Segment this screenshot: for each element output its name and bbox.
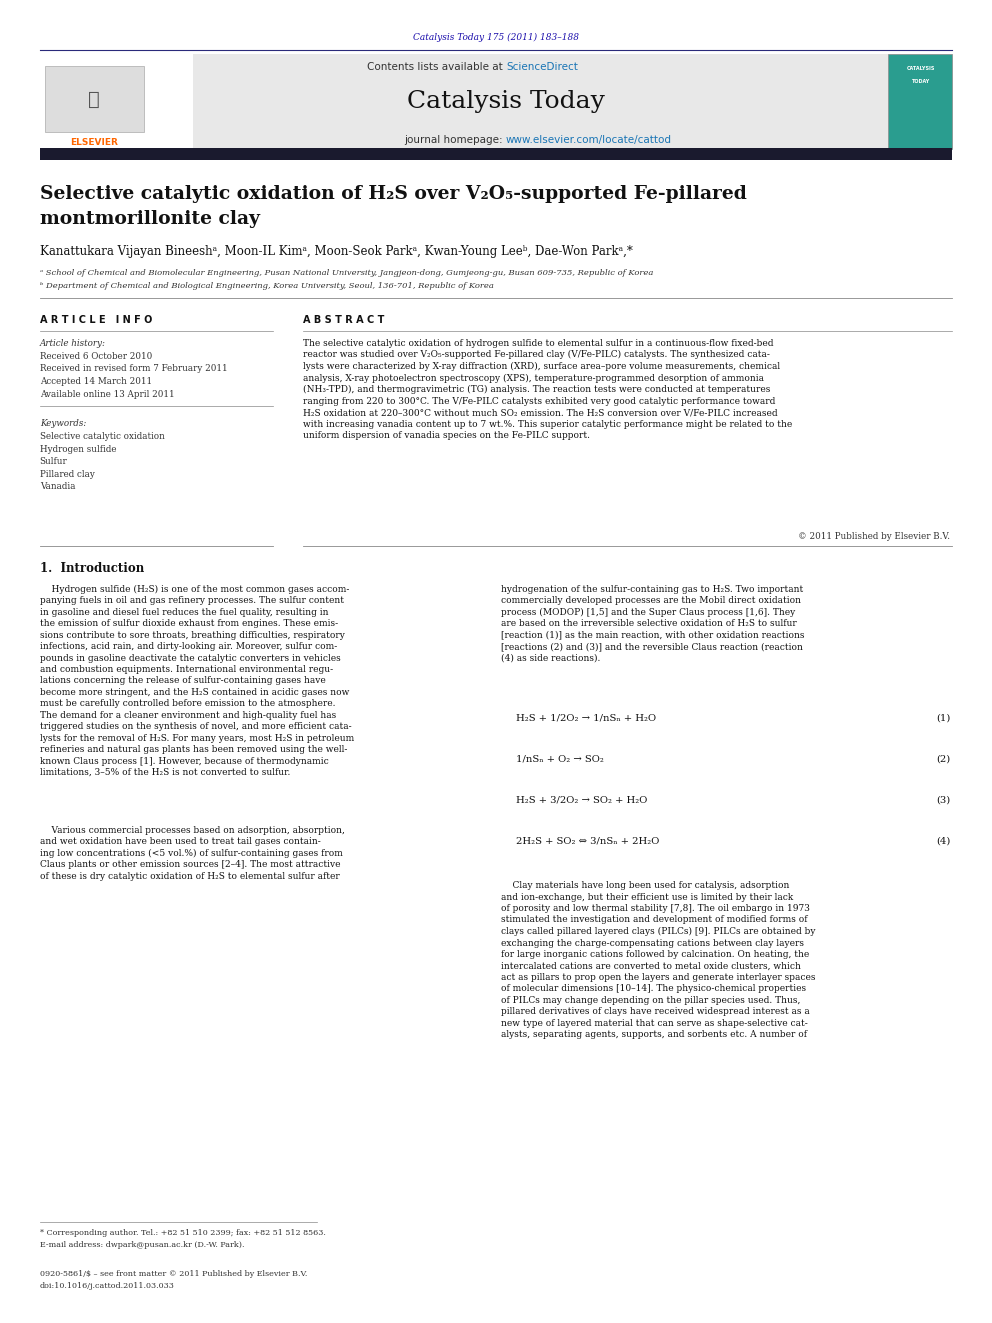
- Text: doi:10.1016/j.cattod.2011.03.033: doi:10.1016/j.cattod.2011.03.033: [40, 1282, 175, 1290]
- Bar: [40, 54, 193, 149]
- Text: © 2011 Published by Elsevier B.V.: © 2011 Published by Elsevier B.V.: [799, 532, 950, 541]
- Bar: [40, 54, 888, 149]
- Text: 1.  Introduction: 1. Introduction: [40, 562, 144, 576]
- Text: A B S T R A C T: A B S T R A C T: [303, 315, 384, 325]
- Text: Accepted 14 March 2011: Accepted 14 March 2011: [40, 377, 152, 386]
- Text: 🌲: 🌲: [88, 90, 100, 108]
- Text: H₂S + 1/2O₂ → 1/nSₙ + H₂O: H₂S + 1/2O₂ → 1/nSₙ + H₂O: [516, 713, 656, 722]
- Text: Contents lists available at: Contents lists available at: [367, 62, 506, 73]
- Text: Clay materials have long been used for catalysis, adsorption
and ion-exchange, b: Clay materials have long been used for c…: [501, 881, 815, 1039]
- Text: (1): (1): [936, 713, 950, 722]
- Text: * Corresponding author. Tel.: +82 51 510 2399; fax: +82 51 512 8563.: * Corresponding author. Tel.: +82 51 510…: [40, 1229, 325, 1237]
- Text: ᵃ School of Chemical and Biomolecular Engineering, Pusan National University, Ja: ᵃ School of Chemical and Biomolecular En…: [40, 269, 653, 277]
- Text: Selective catalytic oxidation: Selective catalytic oxidation: [40, 431, 165, 441]
- Text: (3): (3): [936, 795, 950, 804]
- Text: ScienceDirect: ScienceDirect: [506, 62, 577, 73]
- Text: Kanattukara Vijayan Bineeshᵃ, Moon-IL Kimᵃ, Moon-Seok Parkᵃ, Kwan-Young Leeᵇ, Da: Kanattukara Vijayan Bineeshᵃ, Moon-IL Ki…: [40, 245, 633, 258]
- Text: TODAY: TODAY: [912, 79, 930, 85]
- Text: 2H₂S + SO₂ ⇔ 3/nSₙ + 2H₂O: 2H₂S + SO₂ ⇔ 3/nSₙ + 2H₂O: [516, 836, 660, 845]
- Text: Hydrogen sulfide: Hydrogen sulfide: [40, 445, 116, 454]
- Text: ELSEVIER: ELSEVIER: [70, 138, 118, 147]
- Text: Keywords:: Keywords:: [40, 419, 86, 429]
- Text: montmorillonite clay: montmorillonite clay: [40, 210, 260, 229]
- Text: Hydrogen sulfide (H₂S) is one of the most common gases accom-
panying fuels in o: Hydrogen sulfide (H₂S) is one of the mos…: [40, 585, 354, 777]
- Bar: [45, 66, 144, 132]
- Text: 0920-5861/$ – see front matter © 2011 Published by Elsevier B.V.: 0920-5861/$ – see front matter © 2011 Pu…: [40, 1270, 308, 1278]
- Text: H₂S + 3/2O₂ → SO₂ + H₂O: H₂S + 3/2O₂ → SO₂ + H₂O: [516, 795, 647, 804]
- Text: (2): (2): [936, 754, 950, 763]
- Text: Received in revised form 7 February 2011: Received in revised form 7 February 2011: [40, 364, 227, 373]
- Text: Selective catalytic oxidation of H₂S over V₂O₅-supported Fe-pillared: Selective catalytic oxidation of H₂S ove…: [40, 185, 747, 204]
- Bar: [888, 54, 952, 149]
- Text: Sulfur: Sulfur: [40, 456, 67, 466]
- Text: Available online 13 April 2011: Available online 13 April 2011: [40, 389, 175, 398]
- Text: Catalysis Today 175 (2011) 183–188: Catalysis Today 175 (2011) 183–188: [413, 33, 579, 42]
- Text: Article history:: Article history:: [40, 339, 106, 348]
- Text: (4): (4): [936, 836, 950, 845]
- Text: A R T I C L E   I N F O: A R T I C L E I N F O: [40, 315, 152, 325]
- Text: E-mail address: dwpark@pusan.ac.kr (D.-W. Park).: E-mail address: dwpark@pusan.ac.kr (D.-W…: [40, 1241, 244, 1249]
- Text: ᵇ Department of Chemical and Biological Engineering, Korea University, Seoul, 13: ᵇ Department of Chemical and Biological …: [40, 282, 494, 290]
- Text: Vanadia: Vanadia: [40, 482, 75, 491]
- Text: Catalysis Today: Catalysis Today: [407, 90, 605, 112]
- Text: journal homepage:: journal homepage:: [404, 135, 506, 146]
- Text: Pillared clay: Pillared clay: [40, 470, 94, 479]
- Text: The selective catalytic oxidation of hydrogen sulfide to elemental sulfur in a c: The selective catalytic oxidation of hyd…: [303, 339, 792, 441]
- Text: 1/nSₙ + O₂ → SO₂: 1/nSₙ + O₂ → SO₂: [516, 754, 604, 763]
- Text: CATALYSIS: CATALYSIS: [907, 66, 934, 71]
- Text: hydrogenation of the sulfur-containing gas to H₂S. Two important
commercially de: hydrogenation of the sulfur-containing g…: [501, 585, 805, 663]
- Text: www.elsevier.com/locate/cattod: www.elsevier.com/locate/cattod: [506, 135, 672, 146]
- Bar: [40, 148, 952, 160]
- Text: Various commercial processes based on adsorption, absorption,
and wet oxidation : Various commercial processes based on ad…: [40, 826, 344, 881]
- Text: Received 6 October 2010: Received 6 October 2010: [40, 352, 152, 361]
